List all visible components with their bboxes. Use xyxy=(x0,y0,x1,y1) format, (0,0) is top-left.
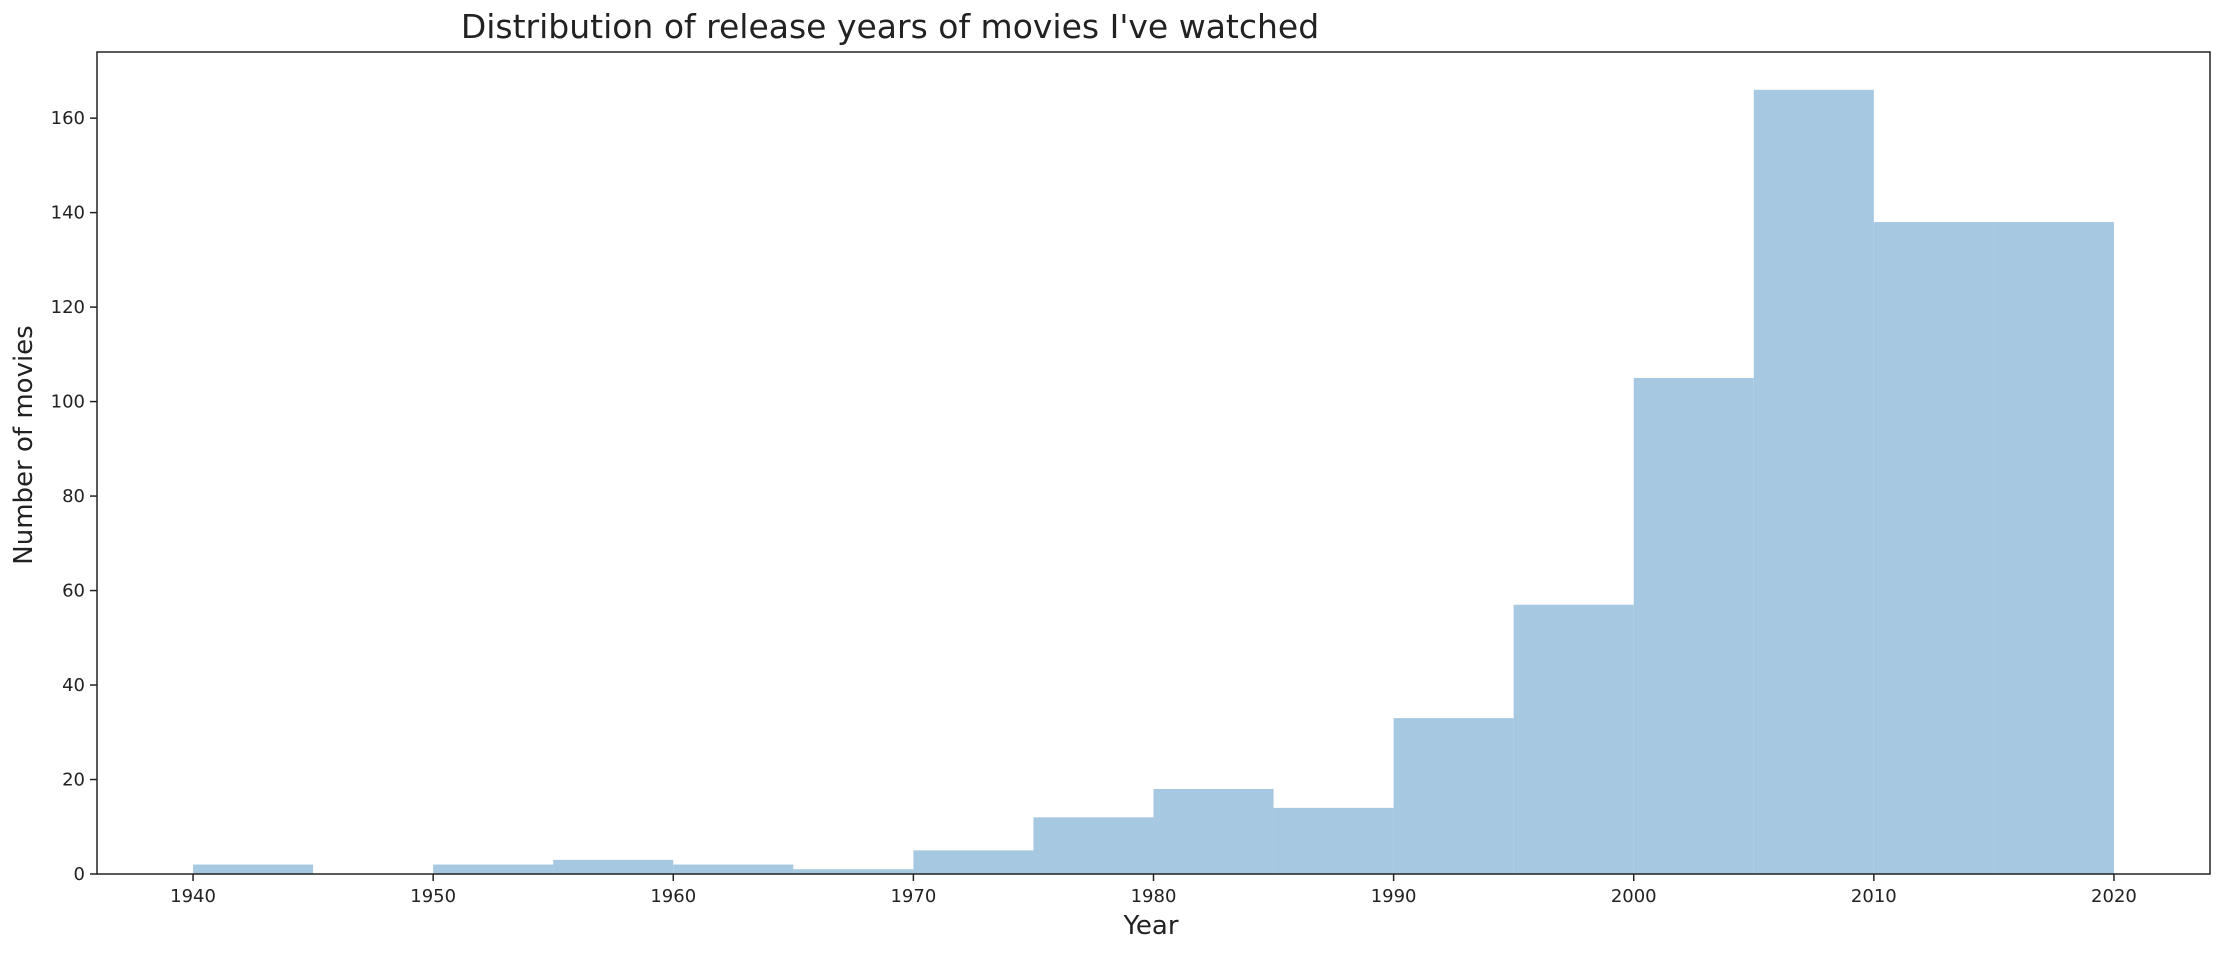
x-axis-ticks: 1940 1950 1960 1970 1980 1990 2000 2010 2020 xyxy=(170,874,2137,907)
histogram-bar-1985 xyxy=(1273,807,1394,874)
y-tick-label: 160 xyxy=(51,108,85,129)
y-tick-label: 0 xyxy=(74,864,85,885)
y-tick-label: 120 xyxy=(51,297,85,318)
x-tick-label: 2000 xyxy=(1611,886,1657,907)
histogram-bar-2015 xyxy=(1993,222,2114,874)
y-tick-label: 100 xyxy=(51,392,85,413)
x-tick-label: 1970 xyxy=(890,886,936,907)
histogram-bar-1980 xyxy=(1153,788,1274,874)
y-axis-label: Number of movies xyxy=(9,325,39,564)
x-tick-label: 2020 xyxy=(2091,886,2137,907)
histogram-bar-1970 xyxy=(913,850,1034,874)
x-tick-label: 1990 xyxy=(1371,886,1417,907)
x-tick-label: 1940 xyxy=(170,886,216,907)
x-axis-label: Year xyxy=(1122,911,1178,941)
histogram-bar-1940 xyxy=(193,864,314,874)
x-tick-label: 1950 xyxy=(410,886,456,907)
histogram-bar-1995 xyxy=(1513,604,1634,874)
y-tick-label: 40 xyxy=(62,675,85,696)
x-tick-label: 2010 xyxy=(1851,886,1897,907)
bars-layer xyxy=(193,89,2114,875)
chart-title: Distribution of release years of movies … xyxy=(461,7,1319,46)
histogram-bar-1955 xyxy=(553,859,674,874)
histogram-bar-1975 xyxy=(1033,817,1154,874)
histogram-bar-1990 xyxy=(1393,718,1514,874)
y-axis-ticks: 0 20 40 60 80 100 120 140 160 xyxy=(51,108,97,885)
histogram-bar-2005 xyxy=(1753,89,1874,875)
histogram-bar-2000 xyxy=(1633,377,1754,874)
histogram-bar-1965 xyxy=(793,869,914,874)
x-tick-label: 1980 xyxy=(1131,886,1177,907)
histogram-bar-1960 xyxy=(673,864,794,874)
y-tick-label: 80 xyxy=(62,486,85,507)
histogram-bar-2010 xyxy=(1873,222,1994,874)
x-tick-label: 1960 xyxy=(650,886,696,907)
y-tick-label: 20 xyxy=(62,770,85,791)
histogram-bar-1950 xyxy=(433,864,554,874)
y-tick-label: 60 xyxy=(62,581,85,602)
y-tick-label: 140 xyxy=(51,203,85,224)
